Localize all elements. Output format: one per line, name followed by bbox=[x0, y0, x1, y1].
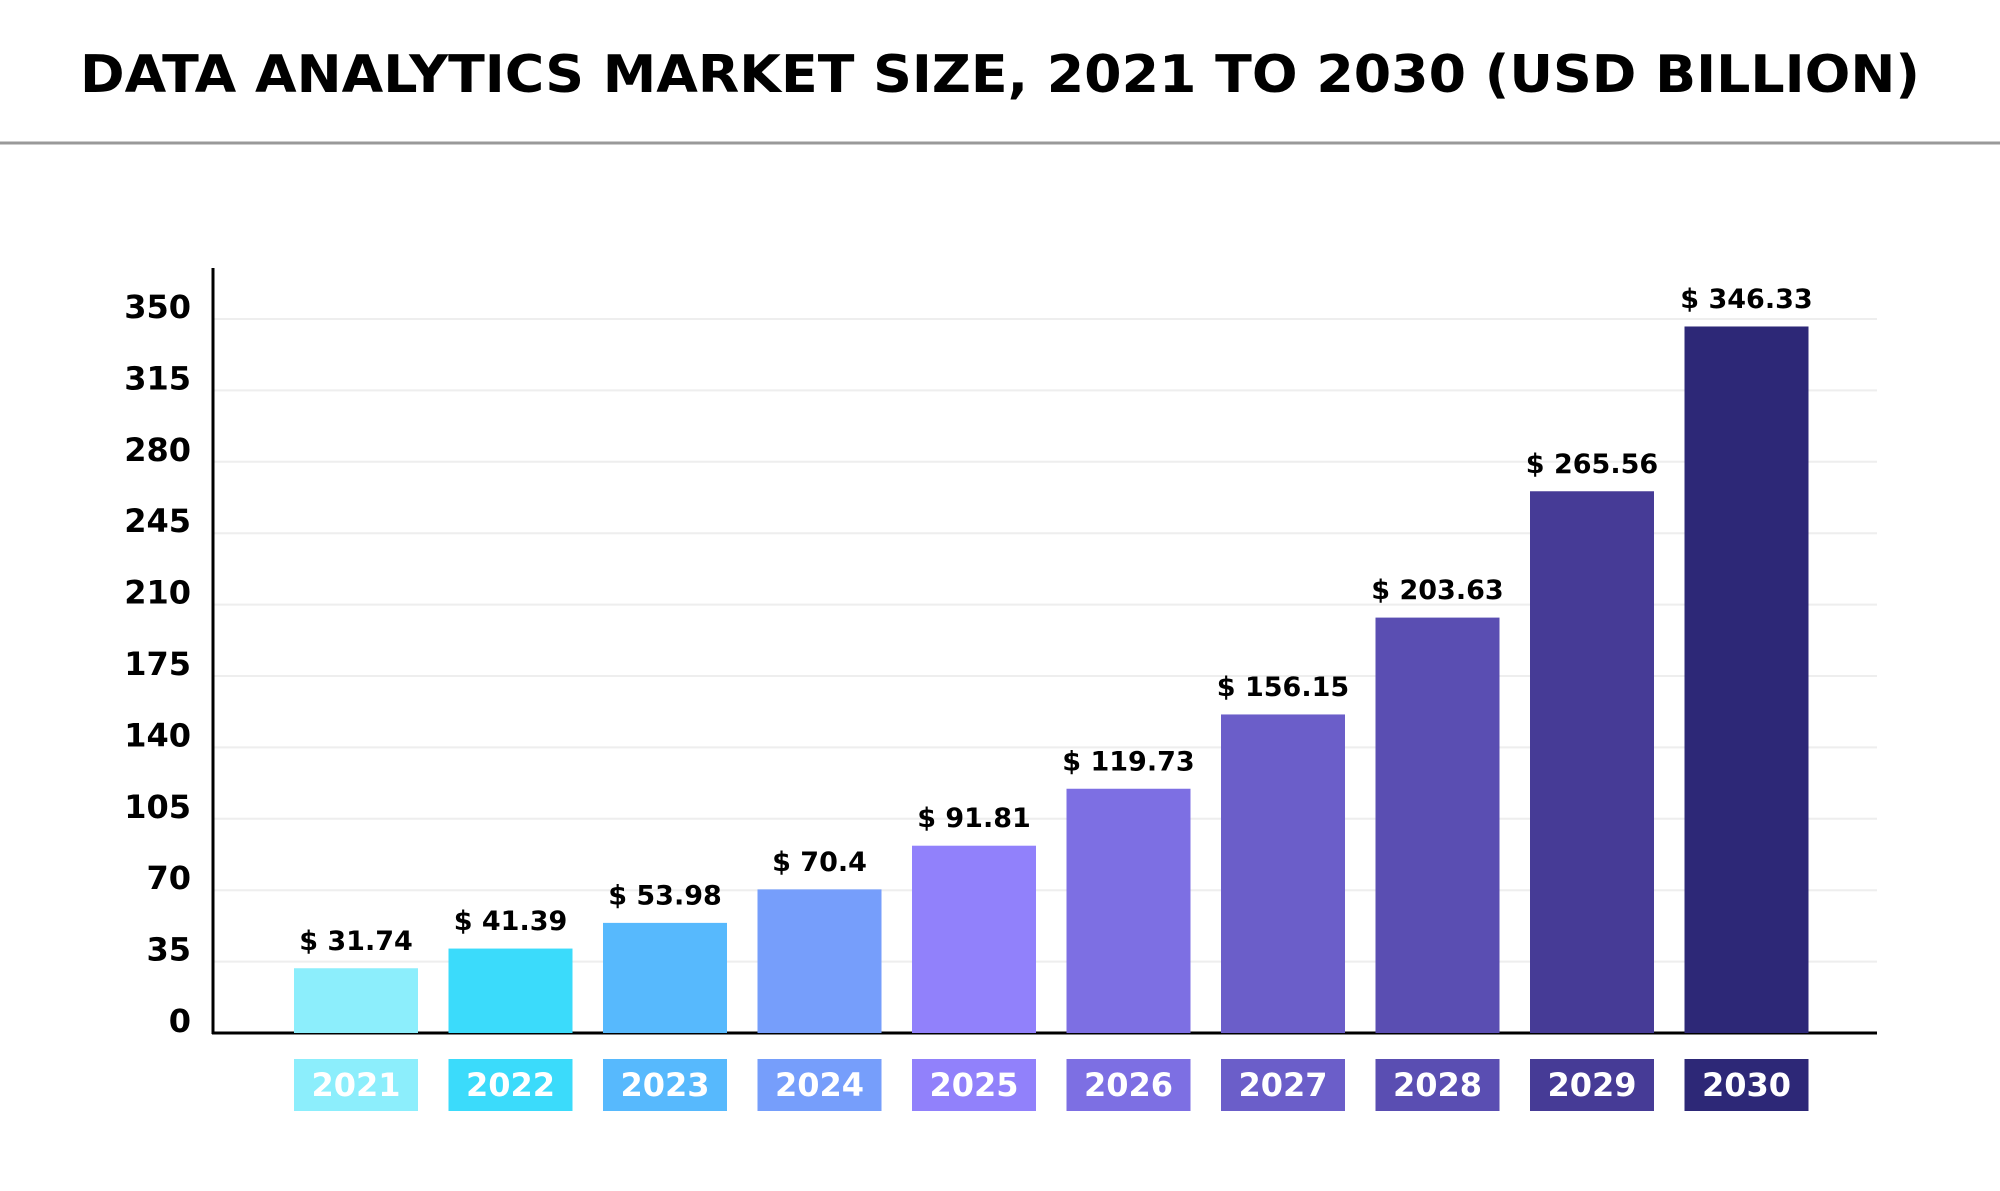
chart-title: DATA ANALYTICS MARKET SIZE, 2021 TO 2030… bbox=[80, 45, 1920, 105]
x-tick-label: 2029 bbox=[1547, 1066, 1636, 1104]
value-label: $ 31.74 bbox=[299, 926, 413, 957]
category-box bbox=[1530, 1059, 1654, 1111]
bar bbox=[757, 889, 882, 1033]
y-tick-label: 315 bbox=[124, 359, 191, 397]
y-tick-label: 0 bbox=[169, 1002, 191, 1040]
y-tick-label: 70 bbox=[146, 859, 191, 897]
y-tick-label: 210 bbox=[124, 574, 191, 612]
category-box bbox=[1221, 1059, 1345, 1111]
category-box bbox=[294, 1059, 418, 1111]
category-box bbox=[1066, 1059, 1191, 1111]
bar bbox=[294, 968, 418, 1033]
value-label: $ 91.81 bbox=[917, 803, 1031, 834]
value-label: $ 346.33 bbox=[1680, 284, 1812, 315]
y-tick-label: 245 bbox=[124, 502, 191, 540]
bar bbox=[1375, 617, 1500, 1033]
y-tick-label: 175 bbox=[124, 645, 191, 683]
x-tick-label: 2023 bbox=[620, 1066, 709, 1104]
bar bbox=[1221, 714, 1345, 1033]
value-label: $ 119.73 bbox=[1062, 746, 1194, 777]
bar bbox=[1530, 491, 1654, 1034]
x-tick-label: 2028 bbox=[1393, 1066, 1482, 1104]
x-tick-label: 2024 bbox=[775, 1066, 864, 1104]
value-label: $ 53.98 bbox=[608, 880, 722, 911]
y-tick-label: 35 bbox=[146, 931, 191, 969]
x-tick-label: 2022 bbox=[466, 1066, 555, 1104]
bar bbox=[1684, 326, 1809, 1033]
x-tick-label: 2030 bbox=[1702, 1066, 1791, 1104]
y-tick-label: 140 bbox=[124, 716, 191, 754]
y-tick-label: 280 bbox=[124, 431, 191, 469]
category-box bbox=[1375, 1059, 1500, 1111]
value-label: $ 156.15 bbox=[1217, 672, 1349, 703]
bar bbox=[448, 948, 573, 1033]
category-box bbox=[757, 1059, 882, 1111]
category-box bbox=[603, 1059, 727, 1111]
x-tick-label: 2027 bbox=[1238, 1066, 1327, 1104]
bar bbox=[1066, 788, 1191, 1033]
x-tick-label: 2021 bbox=[311, 1066, 400, 1104]
bar bbox=[603, 922, 727, 1033]
y-tick-label: 350 bbox=[124, 288, 191, 326]
x-tick-label: 2026 bbox=[1084, 1066, 1173, 1104]
category-box bbox=[1684, 1059, 1809, 1111]
value-label: $ 70.4 bbox=[772, 847, 867, 878]
category-box bbox=[912, 1059, 1036, 1111]
value-label: $ 203.63 bbox=[1371, 575, 1503, 606]
category-box bbox=[448, 1059, 573, 1111]
value-label: $ 265.56 bbox=[1526, 449, 1658, 480]
y-tick-label: 105 bbox=[124, 788, 191, 826]
bar bbox=[912, 845, 1036, 1033]
x-tick-label: 2025 bbox=[929, 1066, 1018, 1104]
value-label: $ 41.39 bbox=[454, 906, 568, 937]
